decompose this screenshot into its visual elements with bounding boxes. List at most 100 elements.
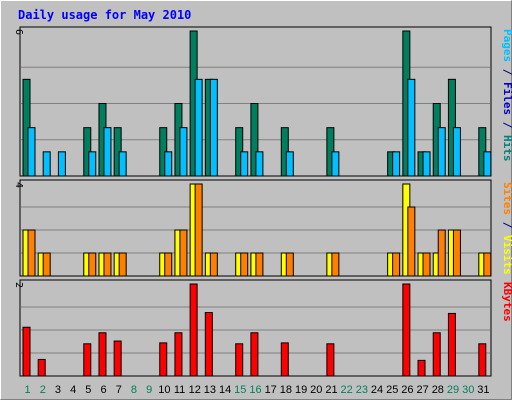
bar-sites-day-26 — [407, 206, 416, 277]
bar-sites-day-25 — [392, 252, 401, 277]
panel-kbytes: 2 KBytes — [13, 279, 512, 377]
x-tick-label-day-8: 8 — [131, 384, 137, 396]
legend-part: Hits — [501, 135, 512, 162]
x-tick-label-day-20: 20 — [310, 384, 322, 396]
bar-sites-day-21 — [331, 252, 340, 277]
x-tick-label-day-4: 4 — [70, 384, 76, 396]
legend-part: / — [501, 215, 512, 235]
x-tick-label-day-26: 26 — [401, 384, 413, 396]
bar-sites-day-18 — [285, 252, 294, 277]
bar-files-day-21 — [331, 151, 340, 177]
panel-visits: 4 Sites / Visits — [13, 179, 512, 277]
legend-part: Visits — [501, 235, 512, 275]
bar-sites-day-16 — [255, 252, 264, 277]
x-tick-label-day-17: 17 — [265, 384, 277, 396]
y-tick-label-kbytes: 2 — [13, 282, 24, 288]
bar-sites-day-28 — [437, 229, 446, 277]
x-tick-label-day-23: 23 — [356, 384, 368, 396]
legend-part: / — [501, 115, 512, 135]
bar-files-day-16 — [255, 151, 264, 177]
chart-panels: 6 Pages / Files / Hits 4 Sites / Visits 2 KBy… — [13, 26, 512, 377]
x-tick-labels: 1 2 3 4 5 6 7 8 9 10 11 12 13 14 15 16 17 18 19 20 21 22 23 24 2… — [25, 384, 490, 396]
bar-kbytes-day-18 — [280, 342, 289, 377]
bar-kbytes-day-28 — [432, 332, 441, 377]
bar-files-day-12 — [194, 78, 203, 177]
bar-kbytes-day-13 — [204, 312, 213, 377]
legend-part: KBytes — [501, 282, 512, 322]
bar-sites-day-29 — [452, 229, 461, 277]
bar-sites-day-15 — [240, 252, 249, 277]
bar-kbytes-day-31 — [478, 343, 487, 377]
bar-sites-day-7 — [118, 252, 127, 277]
x-tick-label-day-29: 29 — [447, 384, 459, 396]
x-tick-label-day-7: 7 — [116, 384, 122, 396]
bar-sites-day-31 — [483, 252, 492, 277]
bar-files-day-7 — [118, 151, 127, 177]
legend-part: Files — [501, 82, 512, 115]
x-tick-label-day-16: 16 — [249, 384, 261, 396]
bar-kbytes-day-29 — [447, 312, 456, 377]
chart-title: Daily usage for May 2010 — [18, 8, 191, 22]
bar-files-day-5 — [88, 151, 97, 177]
x-tick-label-day-6: 6 — [101, 384, 107, 396]
x-tick-label-day-14: 14 — [219, 384, 231, 396]
y-axis-legend-hits: Pages / Files / Hits — [501, 29, 512, 162]
bar-kbytes-day-6 — [98, 332, 107, 377]
x-tick-label-day-25: 25 — [386, 384, 398, 396]
legend-part: Sites — [501, 182, 512, 215]
legend-part: / — [501, 62, 512, 82]
x-tick-label-day-30: 30 — [462, 384, 474, 396]
bar-files-day-6 — [103, 127, 112, 177]
x-tick-label-day-5: 5 — [85, 384, 91, 396]
x-tick-label-day-12: 12 — [189, 384, 201, 396]
bar-files-day-25 — [392, 151, 401, 177]
x-tick-label-day-3: 3 — [55, 384, 61, 396]
bar-kbytes-day-2 — [37, 358, 46, 377]
bar-sites-day-13 — [209, 252, 218, 277]
x-tick-label-day-28: 28 — [432, 384, 444, 396]
bar-hits-day-16 — [250, 103, 259, 177]
x-tick-label-day-31: 31 — [477, 384, 489, 396]
bar-sites-day-12 — [194, 183, 203, 277]
x-tick-label-day-1: 1 — [25, 384, 31, 396]
x-tick-label-day-21: 21 — [325, 384, 337, 396]
bar-kbytes-day-12 — [189, 283, 198, 377]
bar-sites-day-10 — [164, 252, 173, 277]
legend-part: Pages — [501, 29, 512, 62]
y-tick-label-hits: 6 — [13, 29, 24, 35]
y-axis-legend-kbytes: KBytes — [501, 282, 512, 322]
bar-sites-day-5 — [88, 252, 97, 277]
bar-files-day-1 — [27, 127, 36, 177]
bar-kbytes-day-26 — [402, 283, 411, 377]
x-tick-label-day-15: 15 — [234, 384, 246, 396]
bar-files-day-2 — [42, 151, 51, 177]
bar-sites-day-1 — [27, 229, 36, 277]
bar-files-day-13 — [209, 78, 218, 177]
bar-files-day-18 — [285, 151, 294, 177]
x-tick-label-day-19: 19 — [295, 384, 307, 396]
bar-files-day-29 — [452, 127, 461, 177]
bar-kbytes-day-27 — [417, 359, 426, 377]
x-tick-label-day-24: 24 — [371, 384, 383, 396]
bar-kbytes-day-11 — [174, 332, 183, 377]
bar-kbytes-day-5 — [83, 343, 92, 377]
y-axis-legend-visits: Sites / Visits — [501, 182, 512, 275]
bar-kbytes-day-7 — [113, 340, 122, 377]
x-tick-label-day-27: 27 — [417, 384, 429, 396]
x-tick-label-day-13: 13 — [204, 384, 216, 396]
bar-sites-day-11 — [179, 229, 188, 277]
y-tick-label-visits: 4 — [13, 182, 24, 188]
bar-files-day-10 — [164, 151, 173, 177]
x-tick-label-day-9: 9 — [146, 384, 152, 396]
bar-files-day-15 — [240, 151, 249, 177]
bar-files-day-28 — [437, 127, 446, 177]
x-tick-label-day-10: 10 — [158, 384, 170, 396]
bar-kbytes-day-16 — [250, 332, 259, 377]
x-tick-label-day-2: 2 — [40, 384, 46, 396]
bar-files-day-11 — [179, 127, 188, 177]
bar-kbytes-day-1 — [22, 326, 31, 377]
bar-kbytes-day-10 — [159, 342, 168, 377]
bar-files-day-31 — [483, 151, 492, 177]
